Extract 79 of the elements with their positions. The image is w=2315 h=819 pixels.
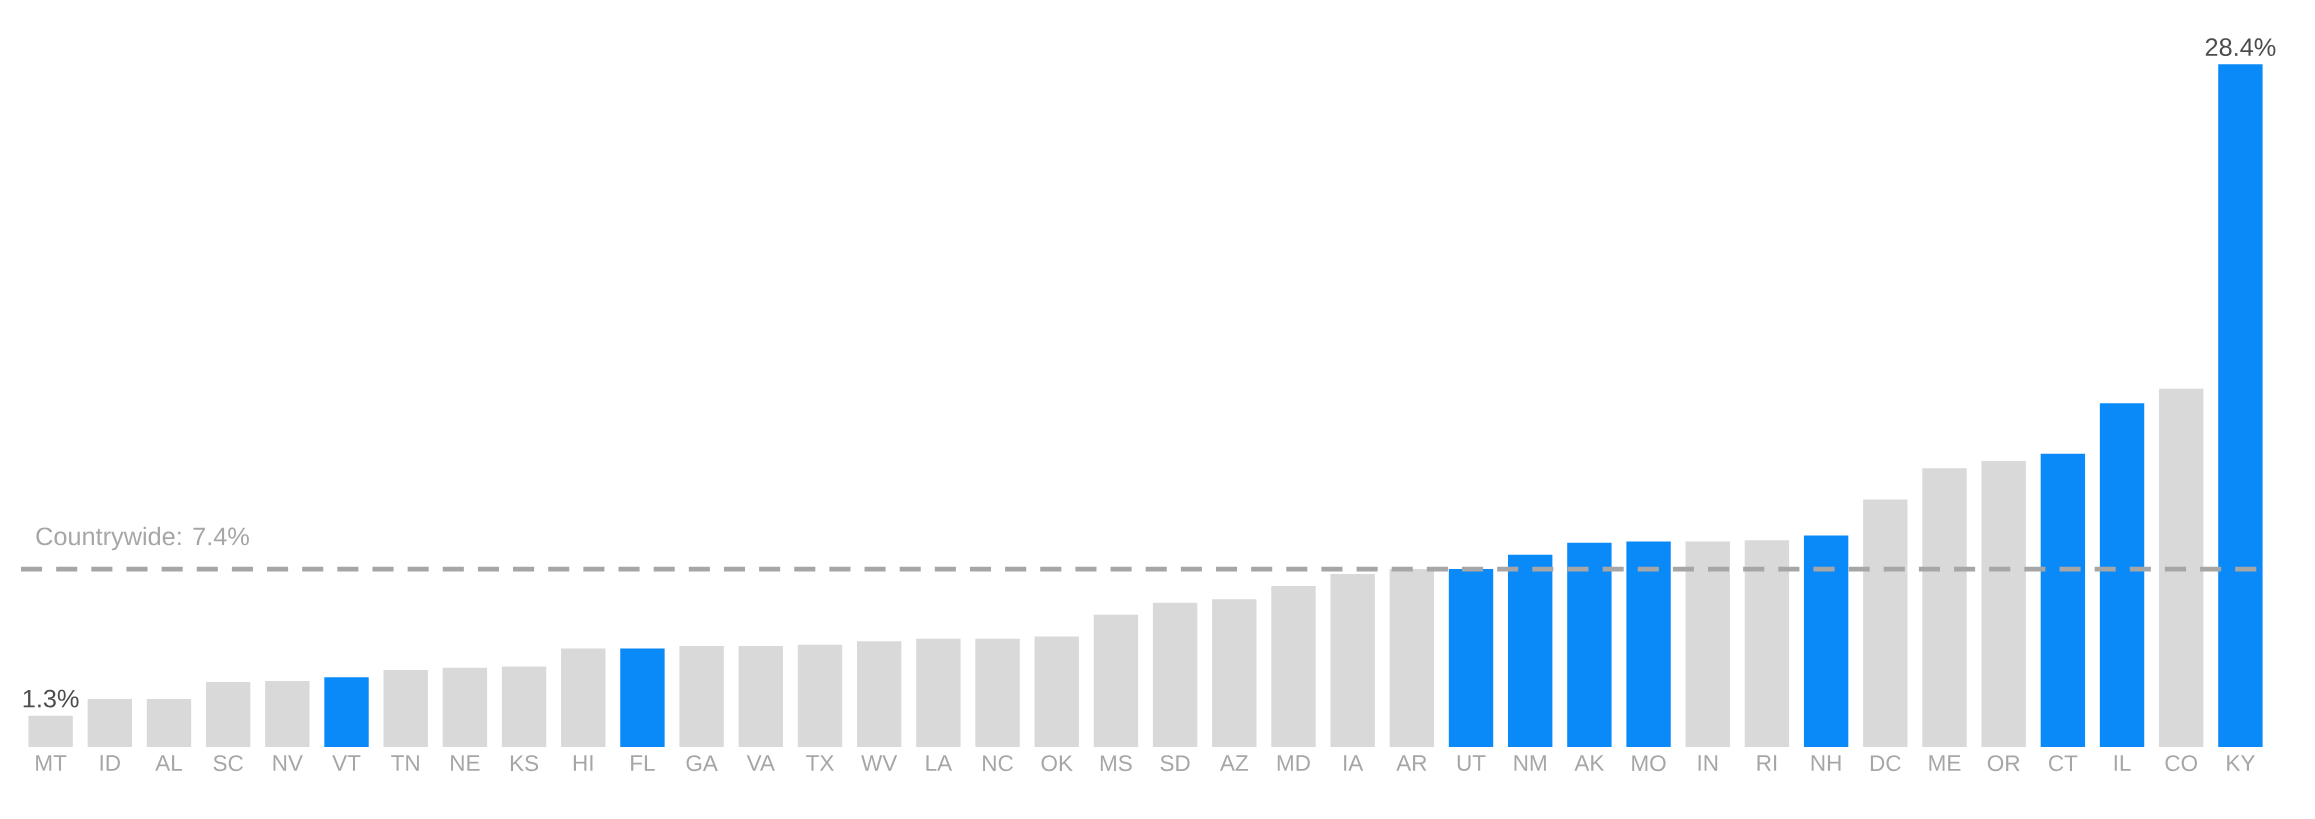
bar [2040, 453, 2086, 747]
bar [1863, 499, 1908, 747]
bar [146, 698, 192, 747]
bar [679, 646, 724, 747]
x-tick-label: NC [983, 755, 1013, 772]
x-tick-label: KY [2227, 755, 2255, 771]
bar [797, 644, 843, 747]
x-tick-label: WV [861, 755, 898, 771]
bar [916, 638, 961, 747]
x-tick-label: NE [451, 755, 480, 771]
bar [2159, 388, 2204, 747]
x-tick-label: AK [1574, 755, 1605, 771]
x-tick-label: VA [746, 755, 775, 771]
bar [1212, 599, 1257, 747]
x-tick-label: MS [1100, 755, 1132, 772]
x-tick-label: LA [926, 755, 953, 771]
x-tick-label: SC [213, 755, 243, 772]
data-label: 28.4% [2205, 38, 2276, 57]
bar [2099, 403, 2145, 747]
x-tick-label: ID [100, 755, 120, 771]
bar [1448, 569, 1494, 747]
bar [501, 666, 547, 747]
x-tick-label: MD [1277, 755, 1310, 771]
x-tick-label: NV [273, 755, 303, 771]
x-tick-label: AL [155, 755, 182, 771]
x-tick-label: NM [1514, 755, 1546, 771]
x-tick-label: SD [1160, 755, 1190, 772]
x-tick-label: IN [1698, 755, 1718, 771]
bar [1803, 535, 1849, 747]
x-tick-label: AR [1396, 755, 1427, 771]
x-tick-label: KS [510, 755, 539, 772]
x-tick-label: TX [806, 755, 834, 771]
bar [324, 677, 369, 747]
x-tick-label: CO [2165, 755, 2198, 772]
data-label: 1.3% [23, 689, 79, 708]
bar [1922, 468, 1967, 747]
bar [1508, 554, 1553, 747]
bar [1271, 585, 1316, 747]
bar [442, 667, 488, 747]
x-tick-label: DC [1870, 755, 1901, 772]
bar [561, 648, 606, 747]
x-tick-label: HI [573, 755, 593, 771]
bar [738, 646, 784, 747]
x-tick-label: RI [1757, 755, 1777, 771]
bar [1744, 540, 1790, 747]
bar [1626, 541, 1671, 747]
x-tick-label: AZ [1219, 755, 1248, 771]
x-tick-label: OK [1041, 755, 1073, 772]
bar [1330, 573, 1375, 747]
x-tick-label: NH [1811, 755, 1841, 771]
x-tick-label: CT [2049, 755, 2078, 772]
bar [383, 670, 428, 747]
x-tick-label: VT [332, 755, 361, 771]
x-tick-label: UT [1457, 755, 1486, 771]
bar [28, 715, 73, 747]
bar [205, 682, 251, 747]
bar [265, 680, 310, 747]
bar [1685, 541, 1730, 747]
bar [2218, 64, 2263, 747]
x-tick-label: IL [2114, 755, 2131, 771]
bar [1981, 460, 2026, 747]
x-tick-label: MT [36, 755, 67, 771]
bar [87, 698, 132, 747]
x-tick-label: GA [686, 755, 718, 772]
bar [1034, 636, 1079, 747]
bar [856, 641, 902, 747]
bar [620, 648, 665, 747]
bar [1389, 569, 1435, 747]
bar [1093, 614, 1139, 747]
x-tick-label: OR [1987, 755, 2020, 772]
x-tick-label: ME [1929, 755, 1961, 771]
bar [1152, 602, 1198, 747]
x-tick-label: TN [391, 755, 419, 771]
x-tick-label: IA [1344, 755, 1364, 771]
bar [975, 638, 1020, 747]
x-tick-label: FL [631, 755, 655, 771]
bar [1567, 542, 1612, 747]
ref-line-label: Countrywide: 7.4% [36, 526, 249, 551]
x-tick-label: MO [1632, 755, 1666, 772]
